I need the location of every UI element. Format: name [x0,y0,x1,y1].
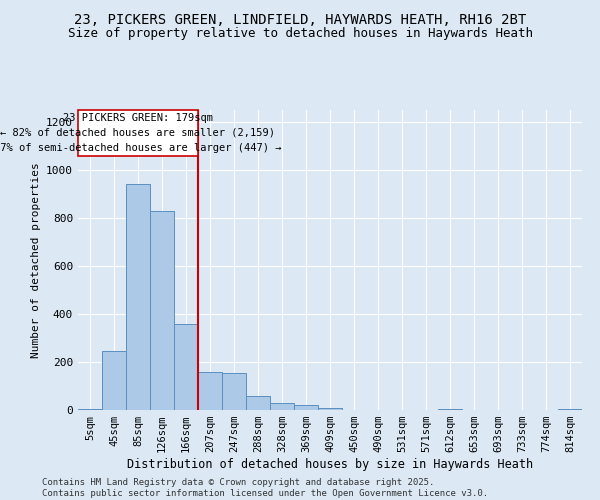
Bar [198,372,222,410]
Text: Contains HM Land Registry data © Crown copyright and database right 2025.
Contai: Contains HM Land Registry data © Crown c… [42,478,488,498]
Bar [78,409,102,410]
Bar [246,396,270,410]
Text: Size of property relative to detached houses in Haywards Heath: Size of property relative to detached ho… [67,28,533,40]
Text: 23 PICKERS GREEN: 179sqm
← 82% of detached houses are smaller (2,159)
17% of sem: 23 PICKERS GREEN: 179sqm ← 82% of detach… [0,113,282,152]
Bar [294,405,318,410]
Text: 23, PICKERS GREEN, LINDFIELD, HAYWARDS HEATH, RH16 2BT: 23, PICKERS GREEN, LINDFIELD, HAYWARDS H… [74,12,526,26]
X-axis label: Distribution of detached houses by size in Haywards Heath: Distribution of detached houses by size … [127,458,533,471]
Bar [126,184,150,410]
Bar [102,351,126,410]
Y-axis label: Number of detached properties: Number of detached properties [31,162,41,358]
Bar [558,409,582,410]
Bar [174,324,198,410]
Bar [438,409,462,410]
Bar [150,211,174,410]
Bar [270,403,294,410]
FancyBboxPatch shape [78,110,198,156]
Bar [318,408,342,410]
Bar [222,373,246,410]
